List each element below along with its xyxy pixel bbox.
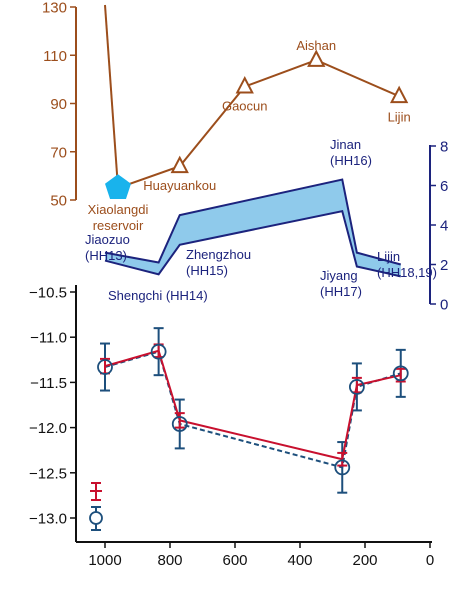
panel-c-x-tick-label: 1000 <box>88 552 121 569</box>
panel-c-x-tick-label: 0 <box>426 552 434 569</box>
panel-c-epsilon-nd: −13.0 −12.5 −12.0 −11.5 −11.0 −10.5 1000 800 600… <box>29 285 434 570</box>
panel-c-y-tick-label: −10.5 <box>29 285 67 302</box>
triangle-marker-huayuankou <box>170 155 189 174</box>
panel-a-steep-line <box>104 4 119 189</box>
panel-c-y-tick-label: −11.5 <box>30 375 67 392</box>
panel-b-station-label: (HH17) <box>320 284 362 299</box>
measured-line <box>104 349 401 461</box>
panel-c-x-tick-label: 200 <box>352 552 377 569</box>
panel-c-y-tick-label: −13.0 <box>29 511 67 528</box>
panel-b-ncc-uc: 0 2 4 6 8 Jiaozuo(HH13) Shengchi (HH14) Zhengzh… <box>85 137 448 314</box>
legend-simulated-marker <box>89 511 103 525</box>
panel-a-station-label: Lijin <box>388 109 411 124</box>
panel-c-y-tick-label: −12.5 <box>29 465 67 482</box>
simulated-point-marker <box>348 379 365 395</box>
simulated-point-marker <box>150 343 167 360</box>
panel-b-station-label: Lijin <box>377 249 400 264</box>
panel-a-station-label: Gaocun <box>222 99 268 114</box>
panel-a-y-tick-label: 70 <box>50 144 67 161</box>
panel-b-y-tick-label: 4 <box>440 218 448 235</box>
pentagon-marker-xiaolangdi <box>105 174 131 199</box>
panel-b-y-tick-label: 2 <box>440 257 448 274</box>
panel-b-station-label: Jiaozuo <box>85 232 130 247</box>
panel-c-y-tick-label: −12.0 <box>29 420 67 437</box>
panel-b-station-label: Jiyang <box>320 268 358 283</box>
simulated-point-marker <box>97 359 113 375</box>
panel-b-y-tick-label: 6 <box>440 178 448 195</box>
panel-b-y-tick-label: 0 <box>440 297 448 314</box>
panel-a-sediment-line <box>117 58 400 189</box>
simulated-point-marker <box>334 459 351 476</box>
triangle-marker-lijin <box>389 85 409 104</box>
panel-a-y-tick-label: 50 <box>50 193 67 210</box>
panel-c-x-tick-label: 800 <box>157 552 182 569</box>
triangle-marker-aishan <box>307 49 326 67</box>
panel-a-station-label: Aishan <box>296 38 336 53</box>
panel-a-y-tick-label: 130 <box>42 0 67 17</box>
panel-b-lower-line <box>104 210 401 278</box>
panel-b-station-label: (HH16) <box>330 153 372 168</box>
panel-a-station-label: reservoir <box>93 218 144 233</box>
simulated-point-marker <box>171 416 188 432</box>
panel-a-station-label: Xiaolangdi <box>88 202 149 217</box>
panel-a-y-tick-label: 110 <box>43 48 67 65</box>
panel-a-station-label: Huayuankou <box>143 178 216 193</box>
panel-b-band-fill <box>105 179 401 277</box>
panel-b-station-label: (HH13) <box>85 248 127 263</box>
panel-c-x-tick-label: 600 <box>222 552 247 569</box>
panel-b-station-label: (HH15) <box>186 263 228 278</box>
panel-c-y-tick-label: −11.0 <box>30 330 67 347</box>
panel-b-station-label: Jinan <box>330 137 361 152</box>
panel-a-y-tick-label: 90 <box>50 96 67 113</box>
simulated-point-marker <box>392 365 409 382</box>
panel-b-station-label: (HH18,19) <box>377 265 437 280</box>
panel-c-x-tick-label: 400 <box>287 552 312 569</box>
panel-b-upper-line <box>104 178 402 266</box>
triangle-marker-gaocun <box>235 76 254 94</box>
panel-b-station-label: Zhengzhou <box>186 247 251 262</box>
panel-b-y-tick-label: 8 <box>440 139 448 156</box>
panel-b-station-label: Shengchi (HH14) <box>108 288 208 303</box>
panel-c-legend <box>89 482 103 531</box>
